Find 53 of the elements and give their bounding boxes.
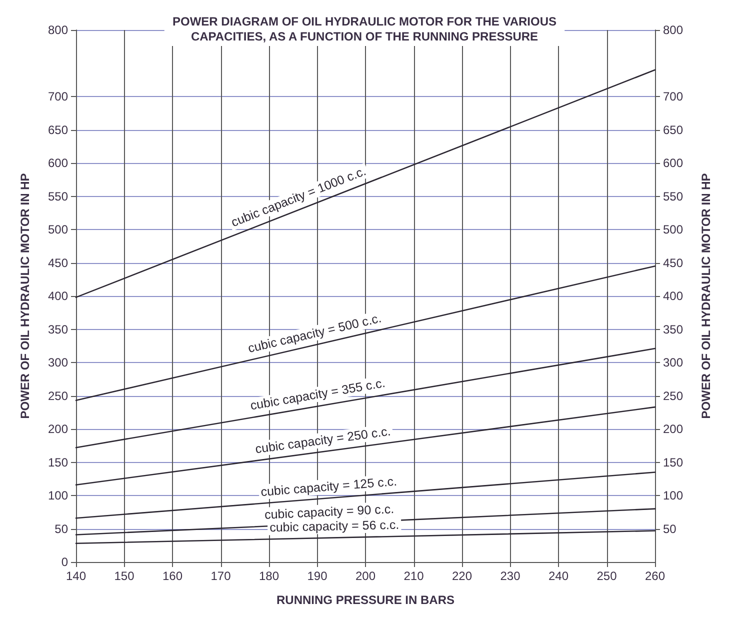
y2-tick-label: 550 <box>663 189 684 204</box>
y2-tick-label: 650 <box>663 122 684 137</box>
y2-tick-label: 200 <box>663 422 684 436</box>
y-tick-label: 450 <box>48 256 68 270</box>
x-tick-label: 170 <box>210 569 232 583</box>
x-tick-label: 260 <box>644 569 666 583</box>
y2-tick-label: 450 <box>663 256 684 270</box>
y2-tick-label: 100 <box>663 488 684 502</box>
y2-tick-label: 600 <box>663 156 684 170</box>
y2-tick-label: 800 <box>663 23 684 37</box>
y2-tick-label: 50 <box>663 522 677 536</box>
x-tick-label: 150 <box>114 569 135 583</box>
x-tick-label: 230 <box>500 569 521 583</box>
y-tick-label: 650 <box>48 122 68 137</box>
y-tick-label: 800 <box>48 23 68 37</box>
annotation: cubic capacity = 250 c.c. <box>254 424 392 456</box>
y-tick-label: 300 <box>48 356 68 370</box>
y2-axis-title: POWER OF OIL HYDRAULIC MOTOR IN HP <box>699 173 713 419</box>
x-axis-title: RUNNING PRESSURE IN BARS <box>276 593 455 607</box>
y-tick-label: 400 <box>48 289 68 303</box>
y-tick-label: 350 <box>48 322 68 336</box>
x-tick-label: 140 <box>66 569 86 583</box>
x-tick-label: 190 <box>307 569 328 583</box>
y-tick-label: 0 <box>61 555 68 569</box>
annotation: cubic capacity = 355 c.c. <box>249 376 386 413</box>
y-tick-label: 50 <box>54 522 68 536</box>
y2-tick-label: 400 <box>663 289 684 303</box>
y-axis-title: POWER OF OIL HYDRAULIC MOTOR IN HP <box>18 173 32 419</box>
y-tick-label: 500 <box>48 222 68 236</box>
annotation: cubic capacity = 125 c.c. <box>260 474 398 500</box>
x-tick-label: 210 <box>404 569 424 583</box>
y2-tick-label: 350 <box>663 322 684 336</box>
y-tick-label: 200 <box>48 422 68 436</box>
y-tick-label: 700 <box>48 90 68 104</box>
y2-tick-label: 300 <box>663 356 684 370</box>
y-tick-label: 600 <box>48 156 68 170</box>
x-tick-label: 160 <box>162 569 183 583</box>
y2-tick-label: 150 <box>663 455 684 470</box>
y2-tick-label: 250 <box>663 388 684 403</box>
y2-tick-label: 500 <box>663 222 684 236</box>
y-tick-label: 100 <box>48 488 68 502</box>
x-tick-label: 220 <box>452 569 472 583</box>
x-tick-label: 200 <box>355 569 376 583</box>
x-tick-label: 250 <box>596 569 618 583</box>
annotation: cubic capacity = 90 c.c. <box>264 502 394 522</box>
y2-tick-label: 700 <box>663 90 684 104</box>
y-tick-label: 150 <box>48 455 68 470</box>
chart-title: POWER DIAGRAM OF OIL HYDRAULIC MOTOR FOR THE VARIOUS CAPACITIES, AS A FUNCTION OF THE RUNNING PRESSURE <box>172 14 556 44</box>
y-tick-label: 250 <box>48 388 68 403</box>
annotation: cubic capacity = 500 c.c. <box>246 311 383 356</box>
y-tick-label: 550 <box>48 189 68 204</box>
x-tick-label: 180 <box>258 569 280 583</box>
x-tick-label: 240 <box>548 569 569 583</box>
